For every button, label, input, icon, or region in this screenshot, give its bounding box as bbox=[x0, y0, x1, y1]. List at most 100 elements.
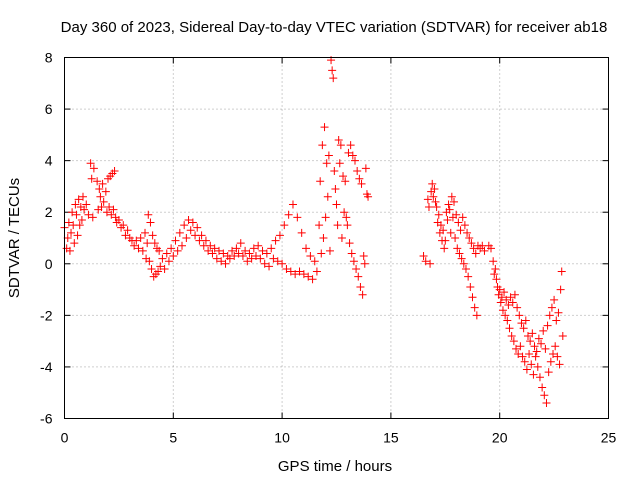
data-point bbox=[278, 259, 287, 268]
data-point bbox=[544, 368, 553, 377]
data-point bbox=[434, 210, 443, 219]
data-point bbox=[80, 205, 89, 214]
data-point bbox=[520, 357, 529, 366]
data-point bbox=[317, 249, 326, 258]
data-point bbox=[324, 151, 333, 160]
data-point bbox=[325, 246, 334, 255]
data-point bbox=[430, 185, 439, 194]
data-point bbox=[186, 226, 195, 235]
data-point bbox=[332, 200, 341, 209]
data-point bbox=[452, 210, 461, 219]
data-point bbox=[178, 241, 187, 250]
data-point bbox=[339, 172, 348, 181]
data-point bbox=[343, 221, 352, 230]
data-point bbox=[89, 164, 98, 173]
data-point bbox=[421, 257, 430, 266]
data-point bbox=[545, 311, 554, 320]
data-point bbox=[254, 241, 263, 250]
axis-ticks bbox=[64, 57, 609, 419]
data-point bbox=[228, 246, 237, 255]
data-point bbox=[453, 244, 462, 253]
data-point bbox=[295, 267, 304, 276]
y-tick-label: -6 bbox=[40, 411, 53, 427]
data-point bbox=[432, 203, 441, 212]
data-point bbox=[547, 303, 556, 312]
data-point bbox=[507, 331, 516, 340]
data-point bbox=[169, 252, 178, 261]
data-point bbox=[173, 246, 182, 255]
y-tick-label: 4 bbox=[45, 153, 53, 169]
data-point bbox=[265, 262, 274, 271]
data-point bbox=[443, 215, 452, 224]
data-point bbox=[468, 293, 477, 302]
data-point bbox=[95, 185, 104, 194]
data-point bbox=[280, 221, 289, 230]
data-point bbox=[429, 192, 438, 201]
data-point bbox=[97, 203, 106, 212]
data-point bbox=[334, 136, 343, 145]
data-point bbox=[552, 316, 561, 325]
data-point bbox=[188, 218, 197, 227]
data-point bbox=[350, 156, 359, 165]
data-point bbox=[496, 298, 505, 307]
data-point bbox=[63, 234, 72, 242]
data-point bbox=[158, 254, 167, 263]
data-point bbox=[138, 246, 147, 255]
data-point bbox=[304, 272, 313, 281]
data-point bbox=[234, 249, 243, 258]
data-point bbox=[182, 234, 191, 242]
data-point bbox=[315, 221, 324, 230]
data-point bbox=[467, 239, 476, 248]
data-point bbox=[333, 221, 342, 230]
data-point bbox=[193, 223, 202, 232]
data-point bbox=[184, 215, 193, 224]
data-point bbox=[99, 197, 108, 206]
data-point bbox=[201, 236, 210, 245]
data-point bbox=[96, 192, 105, 201]
data-point bbox=[214, 246, 223, 255]
data-point bbox=[114, 215, 123, 224]
data-point bbox=[145, 257, 154, 266]
data-point bbox=[556, 285, 565, 294]
data-point bbox=[447, 192, 456, 201]
data-point bbox=[543, 321, 552, 330]
y-tick-label: 0 bbox=[45, 256, 53, 272]
data-point bbox=[132, 236, 141, 245]
data-point bbox=[155, 246, 164, 255]
y-tick-label: 8 bbox=[45, 50, 53, 66]
data-point bbox=[110, 166, 119, 175]
y-tick-label: 2 bbox=[45, 204, 53, 220]
data-point bbox=[501, 311, 510, 320]
data-point bbox=[162, 249, 171, 258]
data-point bbox=[553, 352, 562, 361]
data-point bbox=[522, 365, 531, 374]
data-point bbox=[256, 254, 265, 263]
data-point bbox=[241, 246, 250, 255]
data-point bbox=[269, 254, 278, 263]
data-point bbox=[147, 264, 156, 273]
data-point bbox=[238, 252, 247, 261]
data-point bbox=[460, 221, 469, 230]
data-point bbox=[64, 218, 73, 227]
data-point bbox=[236, 239, 245, 248]
data-point bbox=[486, 244, 495, 253]
data-point bbox=[65, 246, 74, 255]
data-point bbox=[245, 249, 254, 258]
data-point bbox=[275, 231, 284, 240]
data-point bbox=[519, 324, 528, 333]
data-point bbox=[101, 187, 110, 196]
x-tick-label: 20 bbox=[492, 430, 508, 446]
data-point bbox=[217, 257, 226, 266]
data-point bbox=[337, 234, 346, 242]
data-point bbox=[291, 270, 300, 279]
data-point bbox=[249, 244, 258, 253]
data-point bbox=[531, 352, 540, 361]
data-point bbox=[258, 246, 267, 255]
data-point bbox=[323, 192, 332, 201]
data-point bbox=[119, 221, 128, 230]
data-point bbox=[505, 324, 514, 333]
data-point bbox=[504, 301, 513, 310]
data-point bbox=[498, 306, 507, 315]
tick-labels: 0 5 10 15 20 25 -6 -4 -2 0 2 4 6 8 bbox=[40, 50, 616, 446]
data-point bbox=[156, 262, 165, 271]
